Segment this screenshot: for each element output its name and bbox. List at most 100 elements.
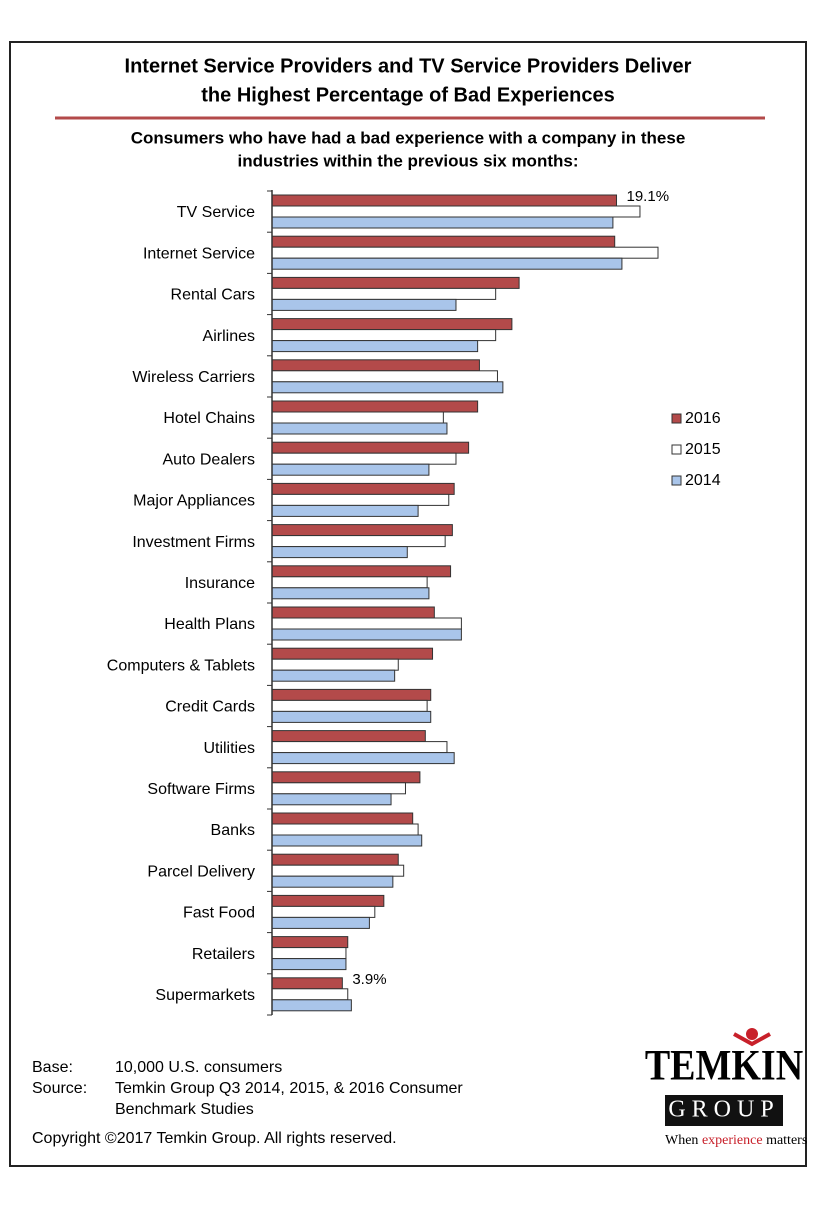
- bar: [271, 617, 462, 630]
- y-tick-label: Banks: [211, 822, 255, 839]
- bar: [271, 710, 432, 723]
- y-tick-label: Utilities: [203, 740, 255, 757]
- bar: [271, 235, 616, 248]
- legend-label: 2016: [685, 410, 721, 427]
- y-tick-label: Retailers: [192, 946, 255, 963]
- bar: [271, 958, 347, 971]
- y-tick-label: Internet Service: [143, 245, 255, 262]
- bar: [271, 669, 396, 682]
- logo-name: TEMKIN: [645, 1041, 804, 1089]
- legend-swatch: [671, 413, 682, 424]
- bar: [271, 905, 376, 918]
- copyright: Copyright ©2017 Temkin Group. All rights…: [32, 1130, 397, 1147]
- bar: [271, 340, 479, 353]
- bar: [271, 576, 428, 589]
- y-tick-label: Supermarkets: [155, 987, 255, 1004]
- frame: [9, 41, 807, 1167]
- y-tick-label: Rental Cars: [171, 287, 255, 304]
- bar: [271, 875, 394, 888]
- tagline-word: matters: [766, 1133, 807, 1148]
- bar: [271, 628, 462, 641]
- bar: [271, 688, 432, 701]
- bar: [271, 988, 349, 1001]
- bar: [271, 246, 659, 259]
- bar: [271, 647, 434, 660]
- bar: [271, 441, 470, 454]
- bar: [271, 741, 448, 754]
- y-tick-label: Auto Dealers: [163, 451, 256, 468]
- bar: [271, 771, 421, 784]
- bar: [271, 194, 618, 207]
- y-tick-label: Wireless Carriers: [132, 369, 255, 386]
- bar: [271, 916, 370, 929]
- bar: [271, 546, 408, 559]
- logo-box: [665, 1095, 783, 1126]
- bar: [271, 493, 450, 506]
- bar: [271, 287, 497, 300]
- bar: [271, 400, 479, 413]
- bar: [271, 216, 614, 229]
- bar: [271, 257, 623, 270]
- bar: [271, 999, 352, 1012]
- bar: [271, 853, 399, 866]
- chart-title: the Highest Percentage of Bad Experience…: [201, 84, 614, 106]
- y-tick-label: Computers & Tablets: [107, 657, 255, 674]
- bar: [271, 936, 349, 949]
- bar: [271, 782, 406, 795]
- bar: [271, 812, 414, 825]
- bar: [271, 864, 405, 877]
- bar: [271, 329, 497, 342]
- logo-group: GROUP: [668, 1097, 779, 1123]
- bar: [271, 752, 455, 765]
- legend-label: 2015: [685, 441, 721, 458]
- bar: [271, 359, 480, 372]
- bar: [271, 947, 347, 960]
- tagline-word: When: [665, 1133, 698, 1148]
- y-tick-label: Major Appliances: [133, 493, 255, 510]
- note: Temkin Group Q3 2014, 2015, & 2016 Consu…: [115, 1080, 463, 1097]
- note: 10,000 U.S. consumers: [115, 1059, 282, 1076]
- bar: [271, 834, 423, 847]
- bar: [271, 565, 452, 578]
- y-tick-label: Parcel Delivery: [147, 863, 255, 880]
- tagline-word: experience: [702, 1133, 763, 1148]
- y-tick-label: Investment Firms: [132, 534, 255, 551]
- legend-swatch: [671, 475, 682, 486]
- logo: TEMKIN GROUP When experience matters: [645, 1028, 807, 1148]
- y-tick-label: TV Service: [177, 204, 255, 221]
- chart-title: Internet Service Providers and TV Servic…: [125, 55, 692, 77]
- bar: [271, 504, 419, 517]
- bar: [271, 823, 419, 836]
- bar: [271, 535, 446, 548]
- y-tick-label: Health Plans: [164, 616, 255, 633]
- bar: [271, 482, 455, 495]
- bar: [271, 894, 385, 907]
- logo-tagline: When experience matters: [665, 1133, 807, 1148]
- note-label: Base:: [32, 1059, 73, 1076]
- bar: [271, 606, 435, 619]
- bar: [271, 298, 457, 311]
- note: Benchmark Studies: [115, 1101, 254, 1118]
- bar: [271, 381, 504, 394]
- y-tick-label: Credit Cards: [165, 699, 255, 716]
- y-tick-label: Fast Food: [183, 905, 255, 922]
- bar: [271, 370, 498, 383]
- data-label: 19.1%: [627, 188, 670, 205]
- legend-label: 2014: [685, 472, 721, 489]
- bar: [271, 730, 426, 743]
- y-tick-label: Software Firms: [147, 781, 255, 798]
- legend-swatch: [671, 444, 682, 455]
- bar: [271, 793, 392, 806]
- y-tick-label: Insurance: [185, 575, 255, 592]
- bar: [271, 658, 399, 671]
- bar: [271, 276, 520, 289]
- logo-icon: [746, 1028, 758, 1040]
- bar: [271, 422, 448, 435]
- bar: [271, 524, 453, 537]
- bar: [271, 205, 641, 218]
- bar: [271, 977, 343, 990]
- subtitle: industries within the previous six month…: [238, 151, 579, 170]
- bar: [271, 587, 430, 600]
- bar: [271, 318, 513, 331]
